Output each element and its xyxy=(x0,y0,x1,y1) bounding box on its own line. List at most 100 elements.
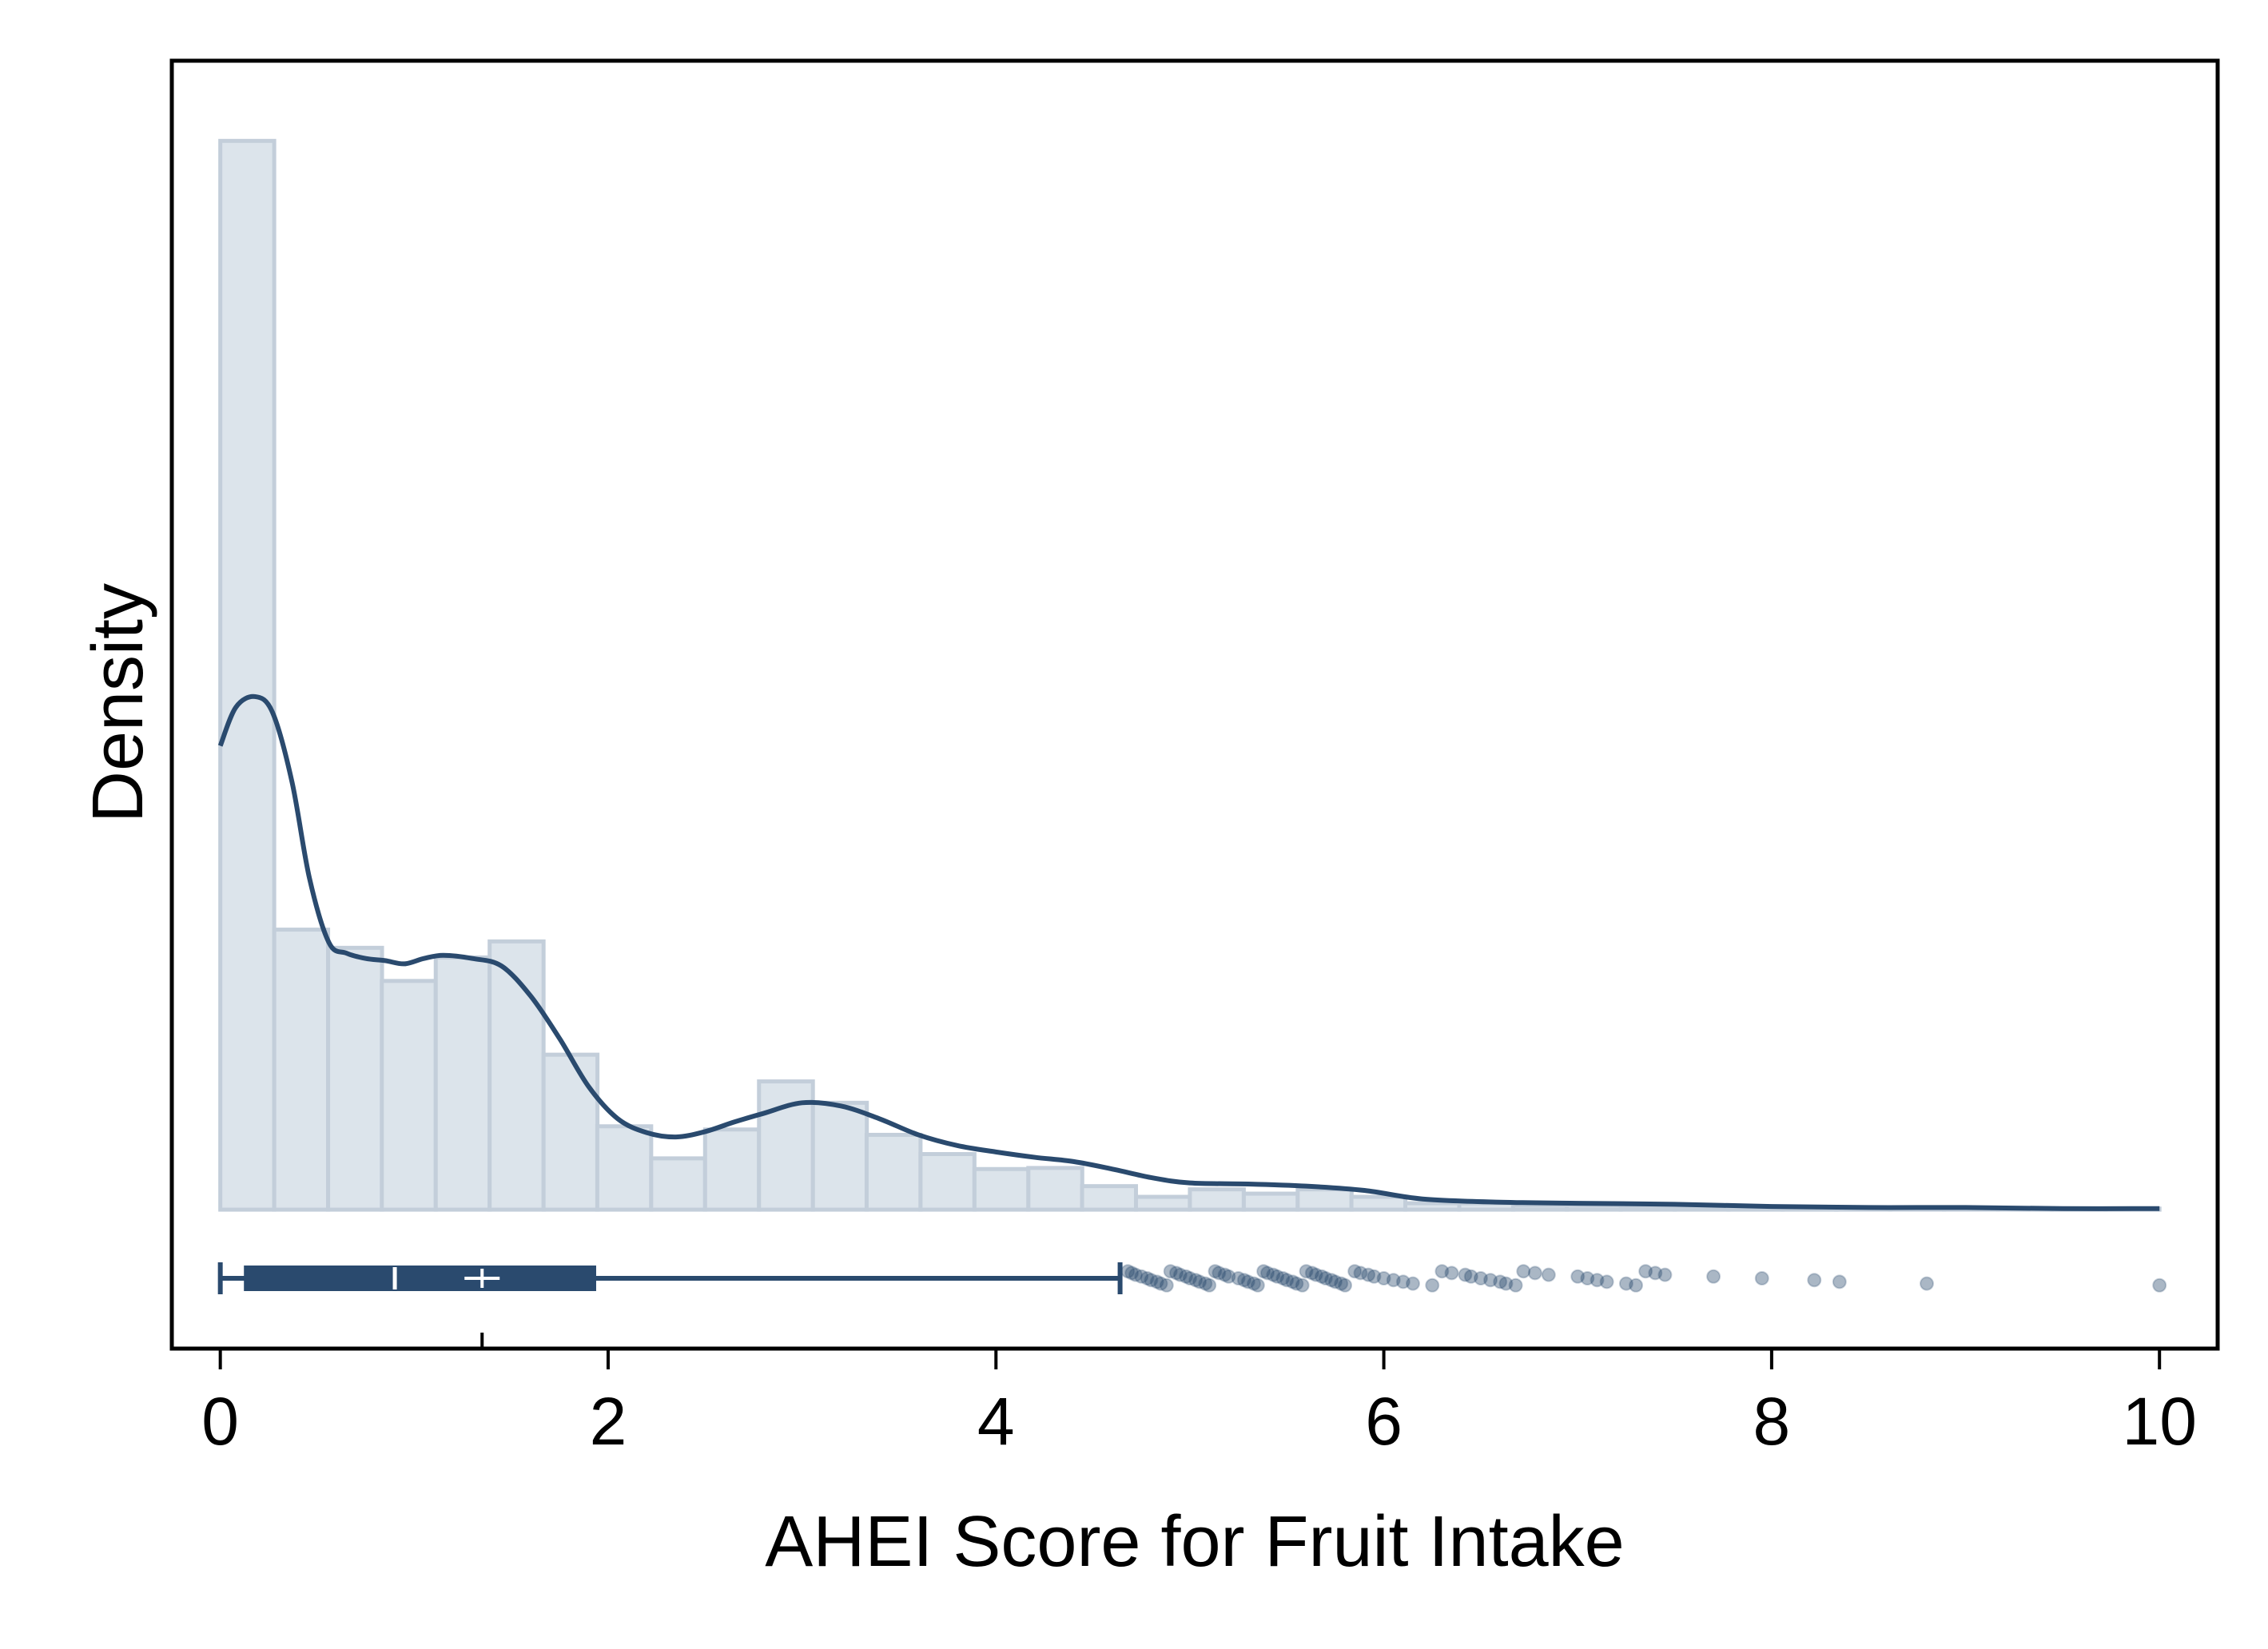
histogram-bar xyxy=(1026,1166,1084,1212)
outlier-point xyxy=(1386,1273,1401,1288)
histogram-bar xyxy=(810,1100,869,1212)
outlier-point xyxy=(1483,1273,1498,1288)
outlier-point xyxy=(1318,1271,1333,1285)
outlier-point xyxy=(1347,1264,1363,1279)
outlier-point xyxy=(1638,1264,1653,1279)
outlier-point xyxy=(1458,1267,1473,1282)
outlier-point xyxy=(1807,1273,1822,1288)
outlier-point xyxy=(1395,1274,1411,1289)
histogram-bar xyxy=(218,138,277,1212)
boxplot xyxy=(217,1262,1123,1294)
histogram-bar xyxy=(1295,1187,1354,1212)
x-tick-label: 6 xyxy=(1365,1384,1403,1459)
outlier-point xyxy=(1599,1274,1614,1289)
histogram-bar xyxy=(272,928,331,1212)
outlier-point xyxy=(1657,1267,1673,1282)
outlier-point xyxy=(1247,1276,1262,1291)
x-tick-label: 4 xyxy=(977,1384,1015,1459)
histogram-bar xyxy=(1133,1194,1192,1212)
outlier-point xyxy=(1198,1276,1213,1291)
outlier-point xyxy=(1304,1266,1319,1281)
histogram-bar xyxy=(1241,1191,1300,1212)
histogram-bar xyxy=(1618,1204,1677,1212)
outlier-point xyxy=(1832,1274,1847,1289)
outlier-point xyxy=(1754,1271,1769,1285)
outlier-point xyxy=(2152,1277,2167,1293)
histogram-bar xyxy=(1403,1201,1462,1212)
outlier-point xyxy=(1353,1266,1368,1281)
outlier-point xyxy=(1250,1277,1265,1293)
outlier-point xyxy=(1159,1277,1174,1293)
outlier-point xyxy=(1338,1277,1353,1293)
outlier-point xyxy=(1149,1274,1164,1289)
histogram-bar xyxy=(649,1156,707,1212)
outlier-point xyxy=(1144,1273,1159,1288)
outlier-point xyxy=(1425,1277,1440,1293)
outlier-point xyxy=(1275,1271,1291,1285)
density-curve xyxy=(217,693,2160,1211)
histogram-bar xyxy=(1349,1194,1408,1212)
outlier-point xyxy=(1231,1271,1246,1285)
outlier-point xyxy=(1240,1274,1255,1289)
outlier-point xyxy=(1508,1277,1523,1293)
outlier-point xyxy=(1192,1274,1208,1289)
outlier-point xyxy=(1327,1274,1343,1289)
outlier-point xyxy=(1361,1267,1376,1282)
outlier-point xyxy=(1168,1266,1184,1281)
outlier-point xyxy=(1498,1276,1514,1291)
outlier-point xyxy=(1648,1266,1663,1281)
outlier-point xyxy=(1580,1271,1595,1285)
outlier-point xyxy=(1202,1277,1217,1293)
outlier-point xyxy=(1259,1266,1275,1281)
x-tick-label: 2 xyxy=(590,1384,627,1459)
outlier-point xyxy=(1473,1271,1488,1285)
box-iqr xyxy=(244,1266,596,1291)
density-curve-group xyxy=(217,693,2160,1211)
histogram-bar xyxy=(972,1166,1031,1212)
outlier-point xyxy=(1590,1273,1605,1288)
outlier-point xyxy=(1182,1271,1197,1285)
outlier-point xyxy=(1163,1264,1178,1279)
outlier-point xyxy=(1266,1267,1281,1282)
outlier-point xyxy=(1212,1266,1227,1281)
y-axis-title: Density xyxy=(78,583,158,823)
outlier-point xyxy=(1279,1273,1295,1288)
x-tick-label: 0 xyxy=(201,1384,239,1459)
histogram-bar xyxy=(702,1127,762,1212)
histogram-bar xyxy=(541,1052,600,1212)
outlier-point xyxy=(1516,1264,1531,1279)
outlier-point xyxy=(1172,1267,1188,1282)
histogram-bar xyxy=(918,1152,977,1212)
outlier-point xyxy=(1295,1277,1310,1293)
histogram-bar xyxy=(326,945,384,1212)
outlier-point xyxy=(1405,1276,1420,1291)
histogram-bar xyxy=(1188,1187,1246,1212)
outlier-point xyxy=(1434,1264,1450,1279)
outlier-point xyxy=(1120,1264,1136,1279)
outlier-point xyxy=(1618,1276,1633,1291)
outlier-point xyxy=(1920,1276,1935,1291)
histogram-bar xyxy=(433,955,492,1212)
outlier-point xyxy=(1314,1269,1329,1284)
histogram-bar xyxy=(1565,1203,1623,1212)
histogram-bar xyxy=(487,939,546,1212)
outlier-point xyxy=(1570,1269,1586,1284)
histogram-bars xyxy=(218,138,2162,1212)
outlier-point xyxy=(1124,1266,1140,1281)
outlier-points xyxy=(1120,1264,2167,1293)
outlier-point xyxy=(1289,1276,1304,1291)
outlier-point xyxy=(1270,1269,1285,1284)
outlier-point xyxy=(1493,1274,1508,1289)
x-tick-label: 10 xyxy=(2122,1384,2196,1459)
outlier-point xyxy=(1217,1267,1232,1282)
outlier-point xyxy=(1179,1269,1194,1284)
outlier-point xyxy=(1153,1276,1168,1291)
histogram-bar xyxy=(595,1124,654,1212)
outlier-point xyxy=(1299,1264,1314,1279)
outlier-point xyxy=(1134,1269,1149,1284)
outlier-point xyxy=(1188,1273,1204,1288)
outlier-point xyxy=(1140,1271,1155,1285)
outlier-point xyxy=(1334,1276,1349,1291)
outlier-point xyxy=(1541,1267,1556,1282)
